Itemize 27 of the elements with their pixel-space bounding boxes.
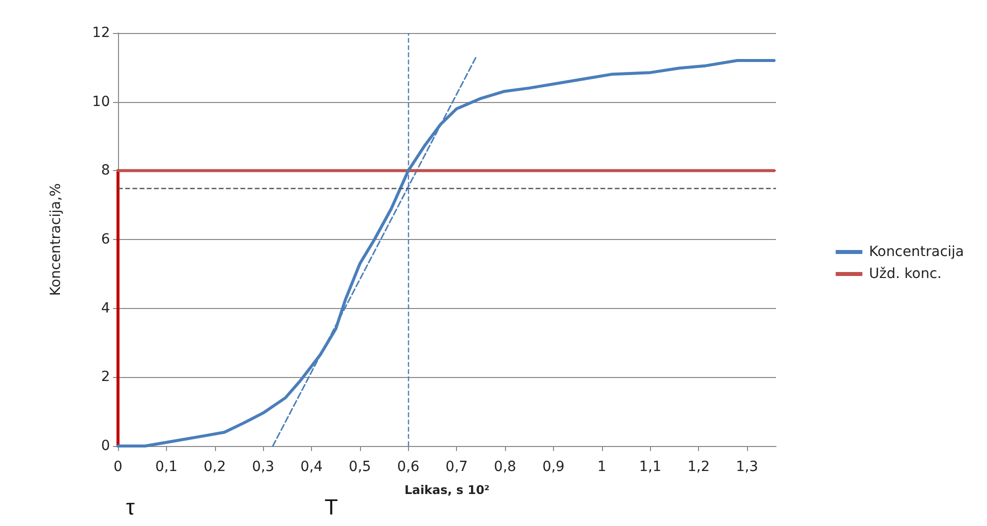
x-tick-label: 0,1 bbox=[155, 459, 178, 475]
x-tick-label: 0,3 bbox=[252, 459, 274, 475]
x-tick-label: 0,6 bbox=[397, 459, 420, 475]
x-tick-label: 0,7 bbox=[446, 459, 468, 475]
y-tick-label: 8 bbox=[101, 162, 110, 179]
y-tick-label: 2 bbox=[101, 369, 110, 386]
x-tick-label: 0,2 bbox=[204, 459, 226, 475]
y-tick-label: 12 bbox=[92, 25, 110, 41]
y-tick-label: 6 bbox=[101, 232, 110, 248]
y-axis-title: Koncentracija,% bbox=[48, 183, 64, 296]
x-tick-label: 1,1 bbox=[639, 459, 662, 475]
x-tick-label: 0,5 bbox=[348, 459, 372, 475]
x-tick-label: 1 bbox=[597, 459, 606, 475]
x-tick-label: 1,2 bbox=[687, 459, 710, 475]
y-tick-label: 10 bbox=[92, 94, 110, 110]
x-tick-label: 1,3 bbox=[736, 459, 758, 475]
legend-label: Užd. konc. bbox=[869, 266, 942, 282]
y-tick-label: 0 bbox=[101, 438, 110, 454]
text: T bbox=[324, 494, 338, 520]
legend-label: Koncentracija bbox=[869, 244, 964, 260]
x-tick-label: 0,8 bbox=[494, 459, 516, 475]
x-axis-title: Laikas, s 10² bbox=[404, 483, 490, 497]
y-tick-label: 4 bbox=[101, 300, 110, 316]
x-tick-label: 0 bbox=[114, 459, 122, 475]
x-tick-label: 0,4 bbox=[300, 459, 323, 475]
x-tick-label: 0,9 bbox=[542, 459, 565, 475]
text: τ bbox=[126, 494, 135, 520]
